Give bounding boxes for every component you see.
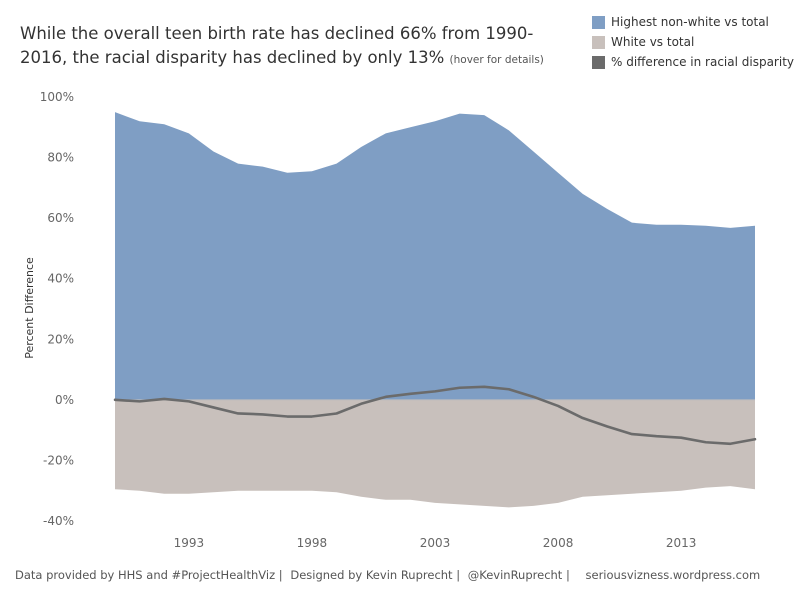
footer-site-link[interactable]: seriousvizness.wordpress.com [585,568,761,582]
legend-swatch-difference [592,55,605,69]
legend-label-highest-nonwhite: Highest non-white vs total [611,15,769,29]
x-tick-label: 2003 [420,536,451,550]
y-tick-label: 40% [47,272,74,286]
y-tick-label: 0% [55,393,74,407]
footer-source: Data provided by HHS and #ProjectHealthV… [15,568,283,582]
legend-swatch-white [592,35,605,49]
legend-label-white: White vs total [611,35,695,49]
legend-swatch-highest-nonwhite [592,15,605,29]
hover-note: (hover for details) [449,54,544,66]
y-tick-label: -20% [43,453,74,467]
title-text: While the overall teen birth rate has de… [20,24,534,67]
y-tick-label: -40% [43,514,74,528]
x-tick-label: 2013 [666,536,697,550]
y-tick-label: 100% [40,90,74,104]
footer: Data provided by HHS and #ProjectHealthV… [15,568,790,582]
legend-item-difference[interactable]: % difference in racial disparity [592,52,794,72]
legend-item-white[interactable]: White vs total [592,32,794,52]
legend-item-highest-nonwhite[interactable]: Highest non-white vs total [592,12,794,32]
y-tick-label: 20% [47,332,74,346]
y-tick-label: 60% [47,211,74,225]
line-series-2[interactable] [113,385,757,446]
area-series-0[interactable] [115,112,755,400]
chart-title: While the overall teen birth rate has de… [20,22,580,72]
x-tick-label: 1993 [174,536,205,550]
legend: Highest non-white vs total White vs tota… [592,12,794,72]
area-series-1[interactable] [115,399,755,508]
y-tick-label: 80% [47,151,74,165]
x-tick-label: 1998 [297,536,328,550]
x-tick-label: 2008 [543,536,574,550]
footer-twitter-link[interactable]: @KevinRuprecht | [467,568,570,582]
legend-label-difference: % difference in racial disparity [611,55,794,69]
y-axis-label: Percent Difference [23,257,36,359]
footer-designer: Designed by Kevin Ruprecht | [290,568,461,582]
